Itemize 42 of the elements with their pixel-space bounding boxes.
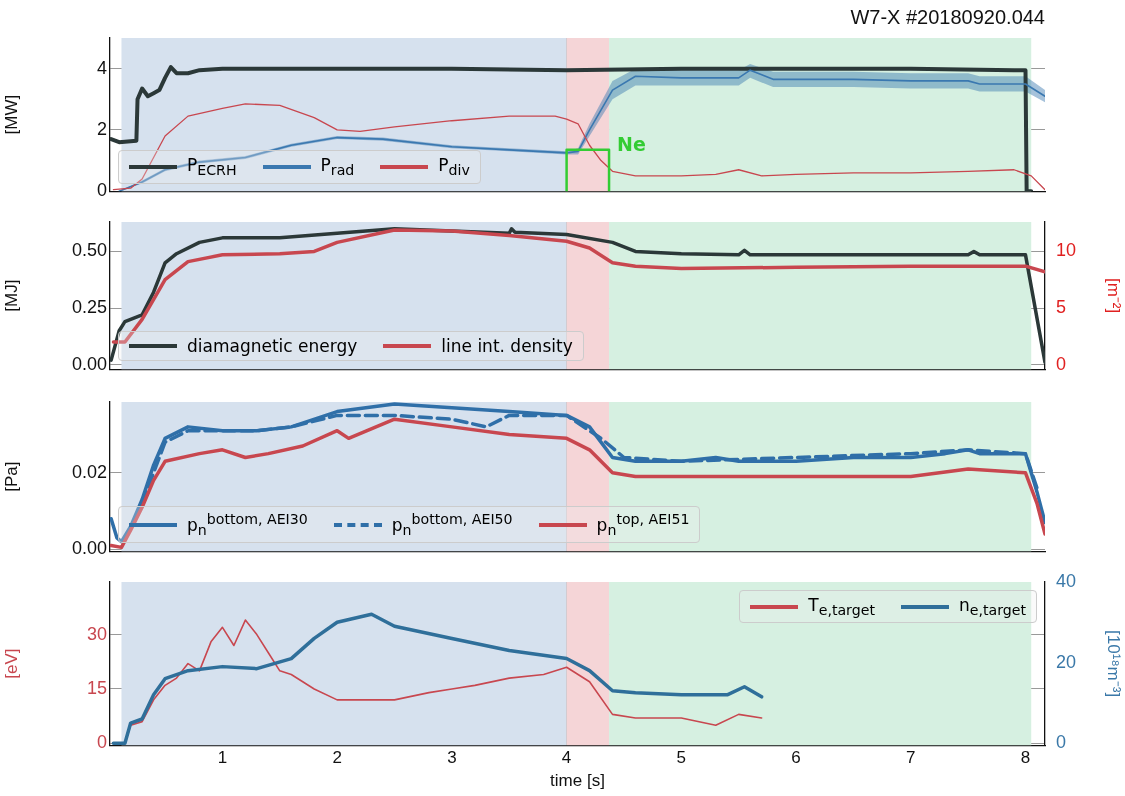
legend-label: diamagnetic energy xyxy=(187,336,358,357)
legend-label: P$_{div}$ xyxy=(438,155,470,179)
y2-tick-label: 5 xyxy=(1056,297,1067,318)
y-axis-title: [Pa] xyxy=(1,461,21,492)
y2-tick-label: 0 xyxy=(1056,353,1067,374)
x-axis-title: time [s] xyxy=(550,771,605,791)
x-tick-label: 3 xyxy=(447,748,457,768)
x-tick-label: 7 xyxy=(906,748,916,768)
y-tick-label: 0.00 xyxy=(71,353,107,374)
y2-axis-title: [10¹⁸m⁻³] xyxy=(1104,630,1124,698)
y-axis-title: [eV] xyxy=(1,648,21,679)
legend-label: n$_{e,target}$ xyxy=(958,595,1026,619)
y-tick-label: 0 xyxy=(96,180,107,201)
y2-axis-title: [m⁻²] xyxy=(1104,277,1124,314)
x-tick-label: 6 xyxy=(791,748,801,768)
y-tick-label: 2 xyxy=(96,118,107,139)
legend-label: P$_{rad}$ xyxy=(320,155,355,179)
line-series xyxy=(140,413,1039,506)
y-axis-title: [MW] xyxy=(1,94,21,135)
x-tick-label: 4 xyxy=(561,748,572,768)
y-tick-label: 0.02 xyxy=(71,461,107,482)
y-tick-label: 0.50 xyxy=(71,240,107,261)
legend-label: T$_{e,target}$ xyxy=(808,595,875,619)
x-tick-label: 8 xyxy=(1020,748,1031,768)
y-axis-title: [MJ] xyxy=(1,279,21,312)
legend-label: line int. density xyxy=(441,336,573,357)
y2-tick-label: 0 xyxy=(1056,732,1067,753)
x-tick-label: 1 xyxy=(217,748,228,768)
y-tick-label: 0.00 xyxy=(71,538,107,559)
y-tick-label: 0 xyxy=(96,732,107,753)
y-tick-label: 15 xyxy=(86,677,107,698)
chart-title: W7-X #20180920.044 xyxy=(850,5,1045,28)
x-tick-label: 2 xyxy=(332,748,342,768)
x-tick-label: 5 xyxy=(676,748,687,768)
y2-tick-label: 40 xyxy=(1056,570,1077,591)
y-tick-label: 4 xyxy=(96,57,107,78)
y-tick-label: 30 xyxy=(86,623,107,644)
legend-label: P$_{ECRH}$ xyxy=(187,155,237,179)
annotation: Ne xyxy=(617,133,646,156)
y2-tick-label: 10 xyxy=(1056,240,1077,261)
y2-tick-label: 20 xyxy=(1056,651,1077,672)
y-tick-label: 0.25 xyxy=(71,297,107,318)
